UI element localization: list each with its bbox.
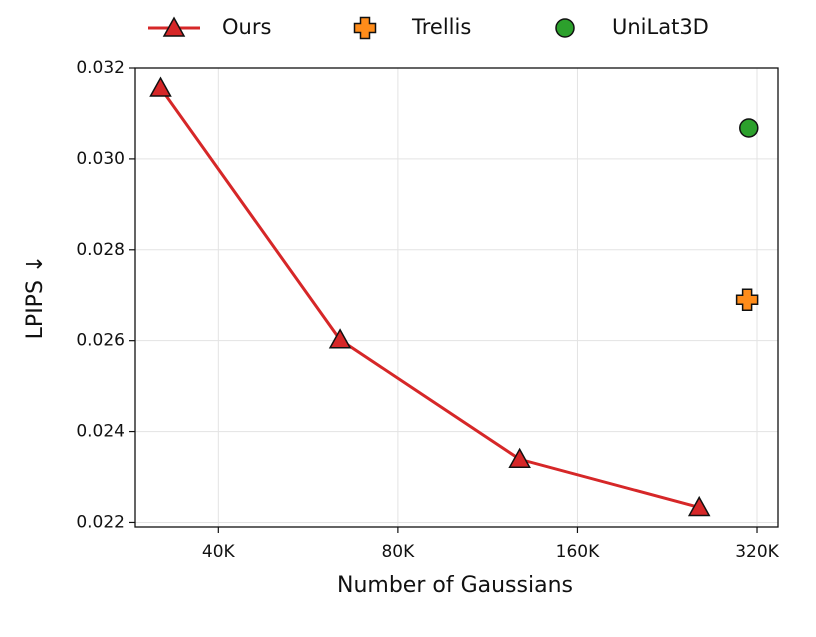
- y-tick-label: 0.026: [76, 331, 125, 351]
- marker: [149, 76, 172, 97]
- marker: [739, 118, 759, 138]
- y-tick-label: 0.028: [76, 240, 125, 260]
- y-axis-label: LPIPS ↓: [23, 255, 48, 340]
- legend-label: Ours: [222, 15, 271, 39]
- y-tick-label: 0.032: [76, 58, 125, 78]
- legend-label: UniLat3D: [612, 15, 709, 39]
- y-tick-label: 0.024: [76, 422, 125, 442]
- x-tick-label: 80K: [381, 542, 415, 562]
- legend-label: Trellis: [411, 15, 471, 39]
- plot-frame: [134, 67, 779, 528]
- x-axis-label: Number of Gaussians: [337, 573, 573, 598]
- y-tick-label: 0.030: [76, 149, 125, 169]
- marker: [328, 328, 352, 349]
- marker: [735, 288, 759, 312]
- series-line: [159, 87, 700, 509]
- legend-marker: [555, 18, 575, 38]
- x-tick-label: 40K: [202, 542, 236, 562]
- marker: [508, 447, 531, 469]
- x-tick-label: 160K: [556, 542, 600, 562]
- x-tick-label: 320K: [735, 542, 779, 562]
- legend-marker: [353, 16, 377, 40]
- y-tick-label: 0.022: [76, 512, 125, 532]
- legend-marker: [162, 16, 186, 37]
- marker: [687, 495, 711, 517]
